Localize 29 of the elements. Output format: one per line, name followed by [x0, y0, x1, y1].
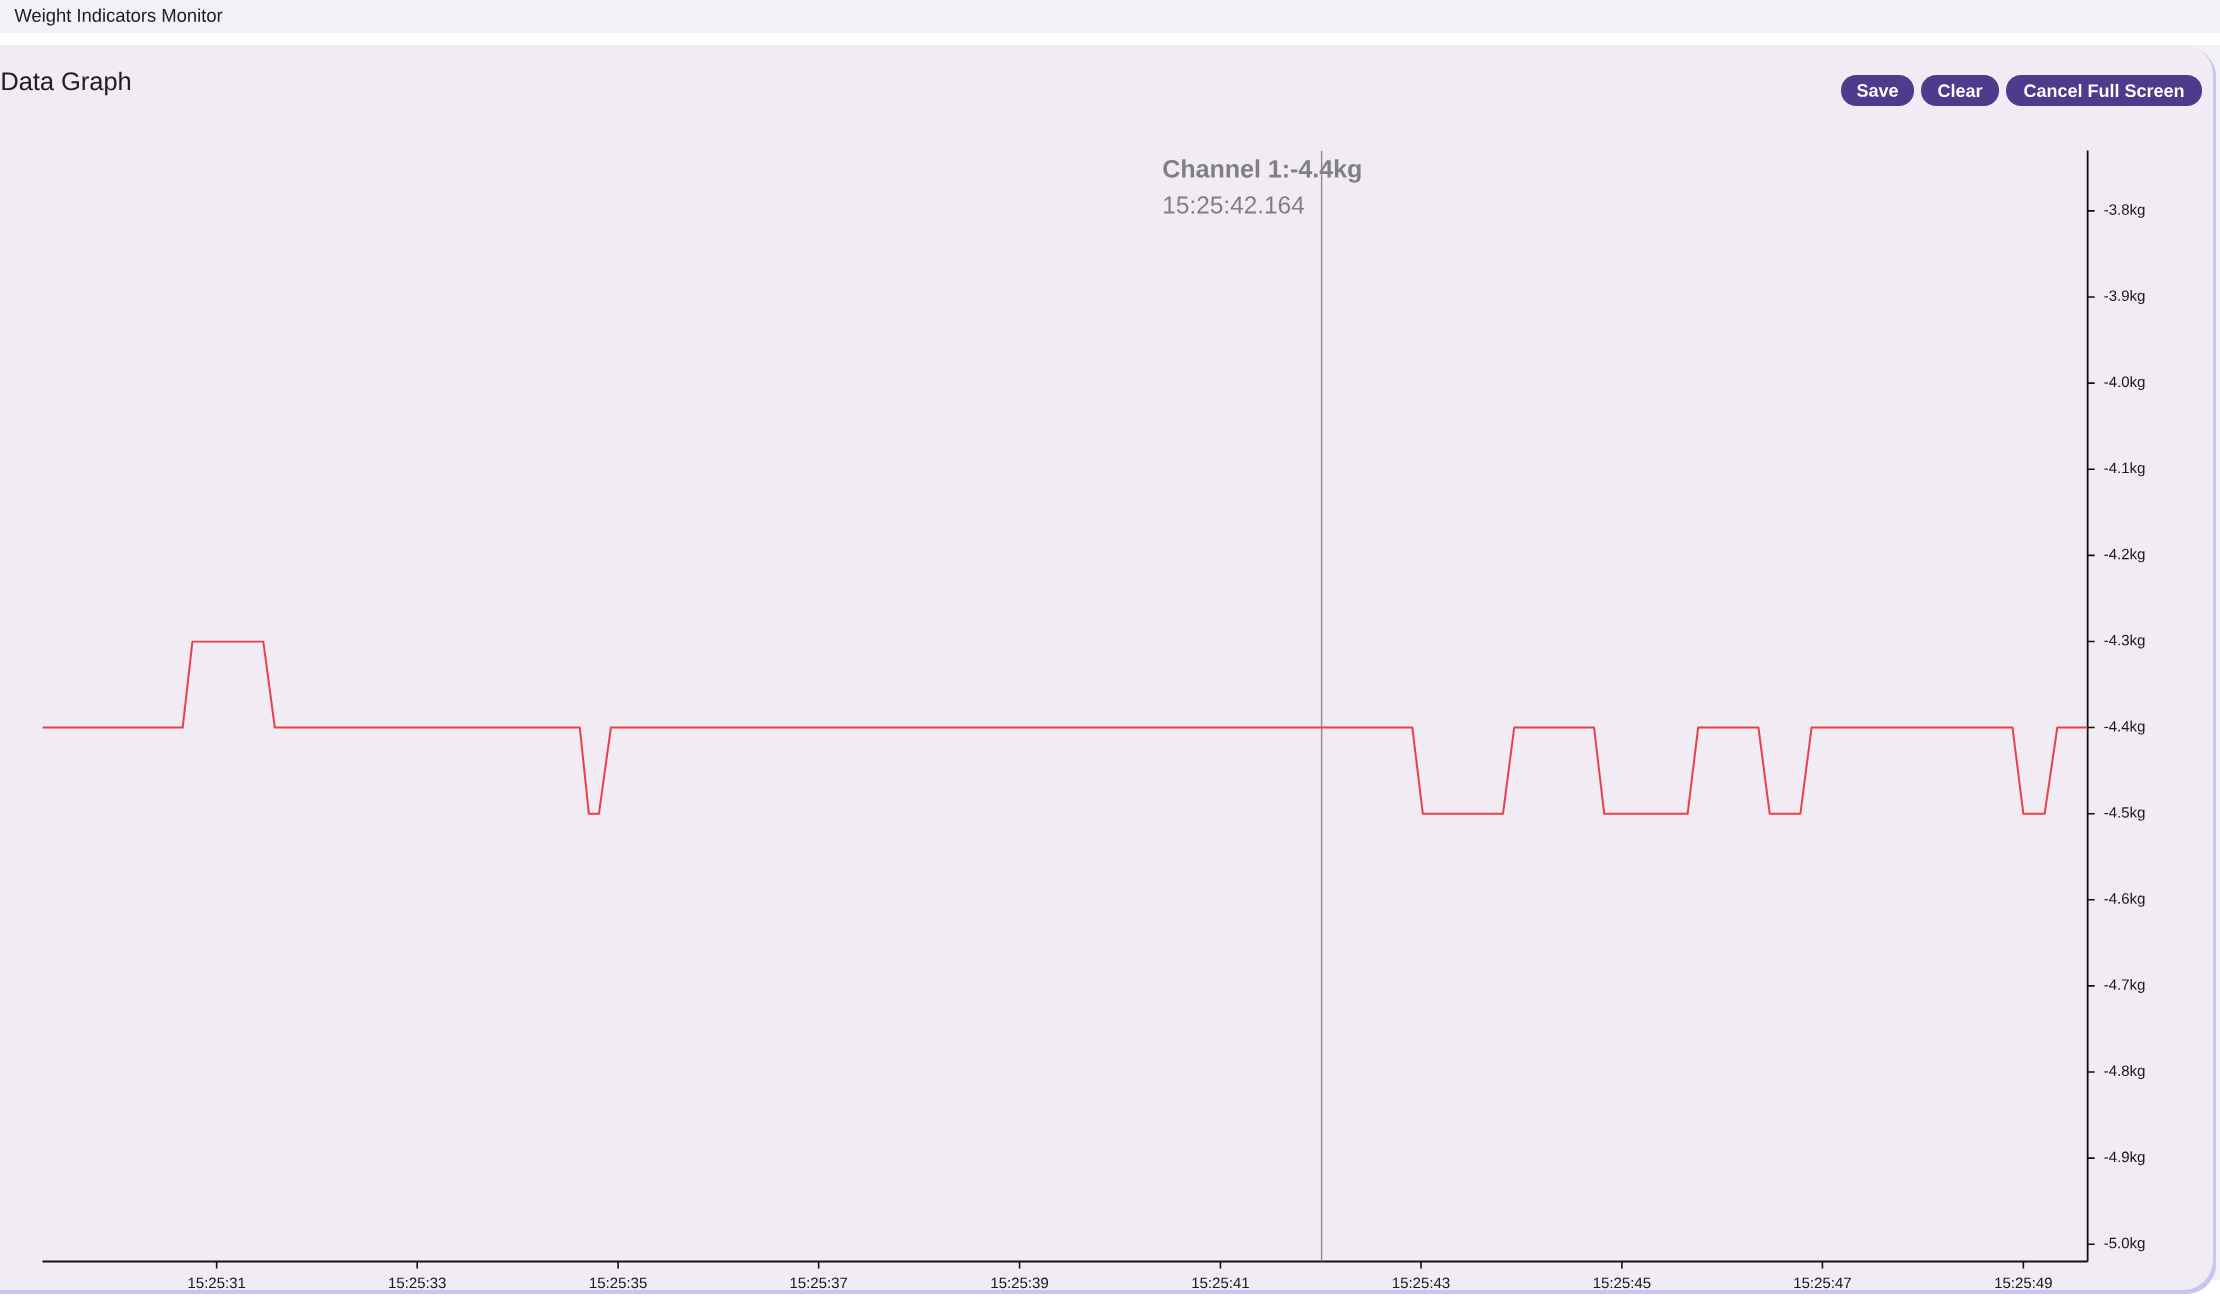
y-tick-label: -4.5kg: [2104, 806, 2145, 821]
x-tick-label: 15:25:43: [1392, 1277, 1450, 1289]
text: Save: [1857, 84, 1898, 97]
text: Weight Indicators Monitor: [14, 8, 223, 26]
y-tick-label: -4.7kg: [2104, 978, 2145, 993]
text: Cancel Full Screen: [2024, 83, 2184, 98]
y-tick-label: -3.8kg: [2104, 203, 2145, 218]
x-tick-label: 15:25:31: [188, 1277, 246, 1289]
x-tick-label: 15:25:49: [1995, 1277, 2052, 1289]
x-tick-label: 15:25:39: [991, 1277, 1049, 1289]
x-tick-label: 15:25:41: [1192, 1277, 1249, 1289]
x-tick-label: 15:25:35: [590, 1277, 647, 1289]
x-tick-label: 15:25:33: [389, 1277, 446, 1289]
y-tick-label: -4.1kg: [2104, 462, 2145, 477]
text: Clear: [1938, 83, 1983, 98]
y-tick-label: -4.6kg: [2104, 892, 2145, 907]
x-tick-label: 15:25:47: [1794, 1277, 1851, 1289]
y-tick-label: -4.2kg: [2104, 548, 2145, 563]
y-tick-label: -4.4kg: [2104, 720, 2145, 735]
chart-title: Data Graph: [2, 71, 131, 96]
y-tick-label: -3.9kg: [2104, 290, 2145, 304]
y-tick-label: -5.0kg: [2104, 1237, 2145, 1252]
y-tick-label: -4.3kg: [2104, 634, 2145, 649]
y-tick-label: -4.8kg: [2104, 1065, 2145, 1080]
x-tick-label: 15:25:45: [1593, 1277, 1651, 1289]
annotation: 15:25:42.164: [1164, 196, 1305, 214]
y-tick-label: -4.0kg: [2104, 376, 2145, 391]
y-tick-label: -4.9kg: [2104, 1151, 2145, 1166]
x-tick-label: 15:25:37: [790, 1277, 848, 1289]
